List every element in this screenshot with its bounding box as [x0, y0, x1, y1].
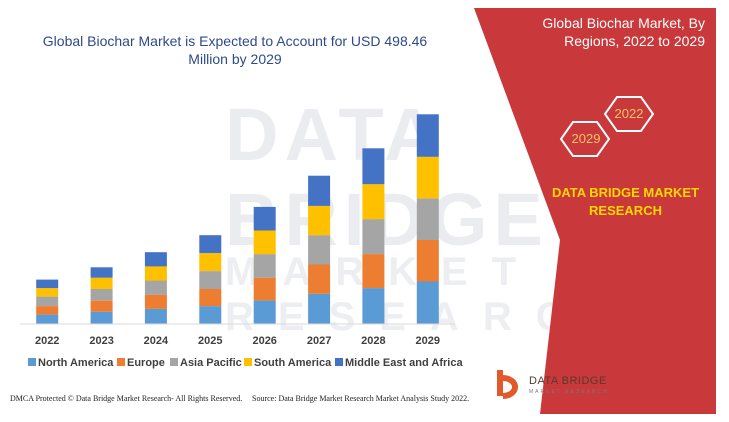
- bar-segment-2026-europe: [253, 277, 276, 301]
- bar-segment-2026-north-america: [253, 300, 276, 324]
- bar-segment-2028-south-america: [362, 184, 385, 220]
- legend-label: North America: [38, 357, 114, 369]
- bar-segment-2025-middle-east-and-africa: [199, 235, 222, 254]
- bar-segment-2028-europe: [362, 254, 385, 289]
- legend-swatch: [117, 358, 125, 366]
- bar-segment-2025-europe: [199, 289, 222, 306]
- bar-segment-2029-north-america: [416, 281, 439, 324]
- bars-group: [36, 114, 439, 324]
- x-tick-label: 2029: [416, 335, 440, 347]
- footer-source: Source: Data Bridge Market Research Mark…: [252, 394, 470, 403]
- bar-segment-2024-middle-east-and-africa: [144, 252, 167, 267]
- bar-segment-2023-south-america: [90, 277, 113, 289]
- logo-name: DATA BRIDGE: [529, 375, 607, 387]
- bar-segment-2028-north-america: [362, 288, 385, 324]
- bar-segment-2023-europe: [90, 300, 113, 312]
- bar-segment-2022-north-america: [36, 314, 59, 324]
- panel-title: Global Biochar Market, By Regions, 2022 …: [542, 15, 705, 49]
- hex-label-start: 2022: [614, 106, 644, 121]
- x-tick-label: 2027: [307, 335, 331, 347]
- legend-swatch: [244, 358, 252, 366]
- bar-segment-2027-south-america: [308, 205, 331, 236]
- bar-segment-2027-middle-east-and-africa: [308, 175, 331, 206]
- chart-title: Global Biochar Market is Expected to Acc…: [42, 33, 428, 67]
- bar-segment-2027-asia-pacific: [308, 235, 331, 265]
- footer-copyright: DMCA Protected © Data Bridge Market Rese…: [10, 394, 243, 403]
- legend-label: Europe: [127, 357, 165, 369]
- legend: North America Europe Asia Pacific South Ame…: [28, 357, 463, 369]
- logo-icon: [497, 370, 518, 399]
- x-tick-label: 2023: [89, 335, 113, 347]
- bar-segment-2028-middle-east-and-africa: [362, 148, 385, 185]
- bar-segment-2028-asia-pacific: [362, 219, 385, 255]
- hexagon-2029-icon: [559, 121, 611, 157]
- x-tick-label: 2022: [35, 335, 59, 347]
- brand-name: DATA BRIDGE MARKET RESEARCH: [551, 185, 700, 218]
- bar-segment-2027-europe: [308, 264, 331, 294]
- bar-segment-2022-europe: [36, 306, 59, 315]
- bar-segment-2022-south-america: [36, 288, 59, 297]
- bar-segment-2024-asia-pacific: [144, 280, 167, 295]
- legend-swatch: [28, 358, 36, 366]
- legend-swatch: [170, 358, 178, 366]
- hex-label-end: 2029: [571, 131, 601, 146]
- bar-segment-2024-north-america: [144, 308, 167, 324]
- x-tick-label: 2024: [144, 335, 169, 347]
- bar-segment-2025-south-america: [199, 253, 222, 271]
- x-tick-label: 2026: [252, 335, 276, 347]
- bar-segment-2026-middle-east-and-africa: [253, 206, 276, 231]
- hexagon-2022-icon: [603, 96, 655, 132]
- bar-segment-2029-south-america: [416, 156, 439, 199]
- bar-segment-2023-asia-pacific: [90, 289, 113, 301]
- bar-segment-2024-south-america: [144, 266, 167, 281]
- x-tick-label: 2025: [198, 335, 222, 347]
- legend-label: Asia Pacific: [180, 357, 242, 369]
- bar-segment-2026-south-america: [253, 230, 276, 255]
- bar-segment-2024-europe: [144, 294, 167, 309]
- x-tick-labels: 2022 2023 2024 2025 2026 2027 2028 2029: [35, 335, 440, 347]
- legend-label: South America: [254, 357, 332, 369]
- bar-segment-2023-middle-east-and-africa: [90, 267, 113, 278]
- x-tick-label: 2028: [361, 335, 385, 347]
- bar-segment-2025-north-america: [199, 306, 222, 324]
- legend-swatch: [335, 358, 343, 366]
- bar-segment-2029-europe: [416, 239, 439, 282]
- bar-segment-2029-middle-east-and-africa: [416, 114, 439, 157]
- legend-label: Middle East and Africa: [345, 357, 463, 369]
- bar-segment-2022-asia-pacific: [36, 296, 59, 306]
- side-panel-shape: [474, 8, 716, 414]
- bar-segment-2023-north-america: [90, 311, 113, 324]
- bar-segment-2022-middle-east-and-africa: [36, 279, 59, 289]
- bar-segment-2026-asia-pacific: [253, 254, 276, 278]
- bar-segment-2029-asia-pacific: [416, 198, 439, 240]
- bar-segment-2027-north-america: [308, 293, 331, 324]
- bar-segment-2025-asia-pacific: [199, 271, 222, 289]
- logo-tagline: MARKET RESEARCH: [529, 389, 609, 395]
